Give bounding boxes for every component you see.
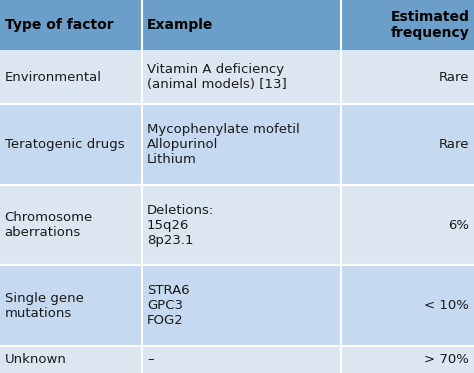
Text: Teratogenic drugs: Teratogenic drugs	[5, 138, 124, 151]
Text: Rare: Rare	[439, 71, 469, 84]
Bar	[0, 0, 474, 50]
Text: > 70%: > 70%	[424, 353, 469, 366]
Text: Type of factor: Type of factor	[5, 18, 113, 32]
Text: Single gene
mutations: Single gene mutations	[5, 292, 83, 320]
Text: Mycophenylate mofetil
Allopurinol
Lithium: Mycophenylate mofetil Allopurinol Lithiu…	[147, 123, 300, 166]
Bar	[0, 185, 474, 266]
Text: Estimated
frequency: Estimated frequency	[391, 10, 469, 40]
Text: –: –	[147, 353, 154, 366]
Text: 6%: 6%	[448, 219, 469, 232]
Bar	[0, 346, 474, 373]
Text: Rare: Rare	[439, 138, 469, 151]
Text: Unknown: Unknown	[5, 353, 67, 366]
Text: Deletions:
15q26
8p23.1: Deletions: 15q26 8p23.1	[147, 204, 214, 247]
Text: Chromosome
aberrations: Chromosome aberrations	[5, 211, 93, 239]
Bar	[0, 50, 474, 104]
Text: < 10%: < 10%	[424, 299, 469, 312]
Text: Example: Example	[147, 18, 213, 32]
Bar	[0, 266, 474, 346]
Text: Vitamin A deficiency
(animal models) [13]: Vitamin A deficiency (animal models) [13…	[147, 63, 287, 91]
Text: Environmental: Environmental	[5, 71, 102, 84]
Text: STRA6
GPC3
FOG2: STRA6 GPC3 FOG2	[147, 284, 190, 327]
Bar	[0, 104, 474, 185]
